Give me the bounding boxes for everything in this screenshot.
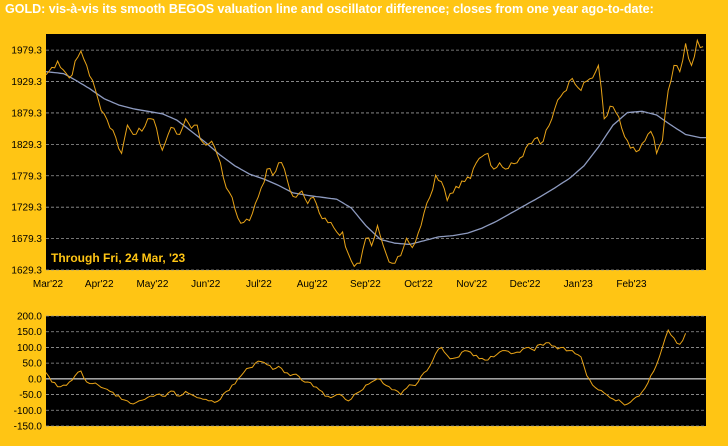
x-tick-label: Sep'22 xyxy=(350,279,381,290)
oscillator-y-tick-label: 0.0 xyxy=(28,374,42,385)
oscillator-y-tick-label: -100.0 xyxy=(14,406,43,417)
x-tick-label: Aug'22 xyxy=(297,279,328,290)
oscillator-plot-area xyxy=(46,316,706,426)
x-tick-label: Dec'22 xyxy=(510,279,541,290)
oscillator-y-tick-label: 100.0 xyxy=(17,343,42,354)
oscillator-y-tick-label: 200.0 xyxy=(17,312,42,323)
x-tick-label: Jun'22 xyxy=(191,279,221,290)
price-y-tick-label: 1779.3 xyxy=(11,171,42,182)
price-y-tick-label: 1829.3 xyxy=(11,140,42,151)
oscillator-y-tick-label: -150.0 xyxy=(14,422,43,433)
valuation-line xyxy=(45,71,706,246)
x-tick-label: Feb'23 xyxy=(616,279,647,290)
x-tick-label: May'22 xyxy=(136,279,168,290)
oscillator-y-tick-label: 150.0 xyxy=(17,327,42,338)
price-y-tick-label: 1979.3 xyxy=(11,46,42,57)
x-tick-label: Apr'22 xyxy=(85,279,114,290)
x-tick-label: Nov'22 xyxy=(456,279,487,290)
oscillator-line xyxy=(45,328,687,406)
date-annotation: Through Fri, 24 Mar, '23 xyxy=(51,251,186,265)
x-tick-label: Mar'22 xyxy=(33,279,64,290)
x-tick-label: Jul'22 xyxy=(246,279,272,290)
x-tick-label: Jan'23 xyxy=(564,279,594,290)
price-y-tick-label: 1629.3 xyxy=(11,266,42,277)
chart-title: GOLD: vis-à-vis its smooth BEGOS valuati… xyxy=(5,2,654,16)
price-y-tick-label: 1679.3 xyxy=(11,234,42,245)
price-y-tick-label: 1879.3 xyxy=(11,108,42,119)
price-y-tick-label: 1929.3 xyxy=(11,77,42,88)
price-line xyxy=(45,38,704,268)
oscillator-y-tick-label: 50.0 xyxy=(23,359,43,370)
price-y-tick-label: 1729.3 xyxy=(11,203,42,214)
x-tick-label: Oct'22 xyxy=(404,279,433,290)
oscillator-y-tick-label: -50.0 xyxy=(19,390,42,401)
